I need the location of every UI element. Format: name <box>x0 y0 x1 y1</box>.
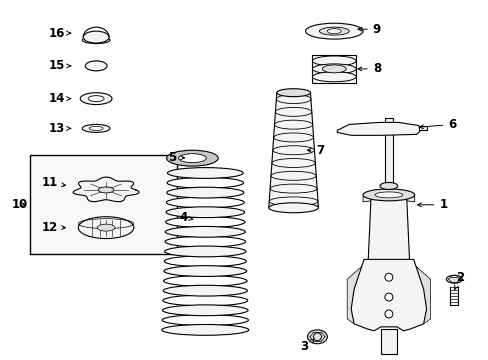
Ellipse shape <box>164 256 246 267</box>
Ellipse shape <box>307 330 326 344</box>
Ellipse shape <box>446 275 461 283</box>
Ellipse shape <box>78 217 134 239</box>
Ellipse shape <box>164 246 245 257</box>
Ellipse shape <box>82 37 110 44</box>
Ellipse shape <box>326 29 341 33</box>
Ellipse shape <box>88 96 104 102</box>
Text: 1: 1 <box>417 198 447 211</box>
Text: 9: 9 <box>357 23 380 36</box>
Ellipse shape <box>83 31 109 43</box>
Ellipse shape <box>162 305 247 316</box>
Circle shape <box>384 273 392 281</box>
Polygon shape <box>268 93 318 208</box>
Polygon shape <box>418 126 426 130</box>
Text: 7: 7 <box>307 144 324 157</box>
Polygon shape <box>73 177 139 202</box>
Ellipse shape <box>166 207 244 217</box>
Ellipse shape <box>98 187 114 193</box>
Ellipse shape <box>322 65 346 73</box>
Polygon shape <box>350 260 426 331</box>
Ellipse shape <box>82 125 110 132</box>
Ellipse shape <box>276 89 310 96</box>
Ellipse shape <box>162 324 248 335</box>
Text: 3: 3 <box>300 339 314 353</box>
Text: 10: 10 <box>12 198 28 211</box>
Ellipse shape <box>85 61 107 71</box>
Polygon shape <box>367 198 409 264</box>
Text: 16: 16 <box>48 27 70 40</box>
Polygon shape <box>380 329 396 354</box>
Text: 4: 4 <box>179 211 193 224</box>
Ellipse shape <box>312 56 355 66</box>
Ellipse shape <box>166 187 244 198</box>
Ellipse shape <box>80 93 112 105</box>
Text: 12: 12 <box>41 221 65 234</box>
Ellipse shape <box>97 224 115 231</box>
Polygon shape <box>413 264 429 324</box>
Ellipse shape <box>166 197 244 208</box>
Ellipse shape <box>163 266 246 276</box>
Ellipse shape <box>162 315 248 325</box>
Bar <box>30 155 176 255</box>
Ellipse shape <box>312 64 355 74</box>
Ellipse shape <box>362 189 414 201</box>
Ellipse shape <box>312 72 355 82</box>
Text: 13: 13 <box>48 122 70 135</box>
Ellipse shape <box>178 154 206 163</box>
Text: 8: 8 <box>357 62 380 75</box>
Text: 14: 14 <box>48 92 70 105</box>
Ellipse shape <box>163 285 247 296</box>
Ellipse shape <box>165 226 245 237</box>
Text: 6: 6 <box>419 118 456 131</box>
Ellipse shape <box>374 192 402 198</box>
Polygon shape <box>312 55 355 83</box>
Text: 15: 15 <box>48 59 70 72</box>
Text: 11: 11 <box>41 176 65 189</box>
Ellipse shape <box>163 295 247 306</box>
Ellipse shape <box>166 150 218 166</box>
Ellipse shape <box>89 126 103 130</box>
Ellipse shape <box>164 236 245 247</box>
Polygon shape <box>384 118 392 186</box>
Text: 5: 5 <box>168 151 184 164</box>
Ellipse shape <box>305 23 362 39</box>
Ellipse shape <box>319 27 348 35</box>
Ellipse shape <box>167 177 243 188</box>
Ellipse shape <box>268 203 318 213</box>
Circle shape <box>384 293 392 301</box>
Ellipse shape <box>379 183 397 189</box>
Text: 2: 2 <box>454 271 464 289</box>
Polygon shape <box>362 192 378 202</box>
Polygon shape <box>337 122 420 135</box>
Polygon shape <box>398 192 414 202</box>
Ellipse shape <box>167 168 243 179</box>
Ellipse shape <box>163 275 246 286</box>
Ellipse shape <box>165 217 244 228</box>
Polygon shape <box>346 264 364 324</box>
Circle shape <box>384 310 392 318</box>
